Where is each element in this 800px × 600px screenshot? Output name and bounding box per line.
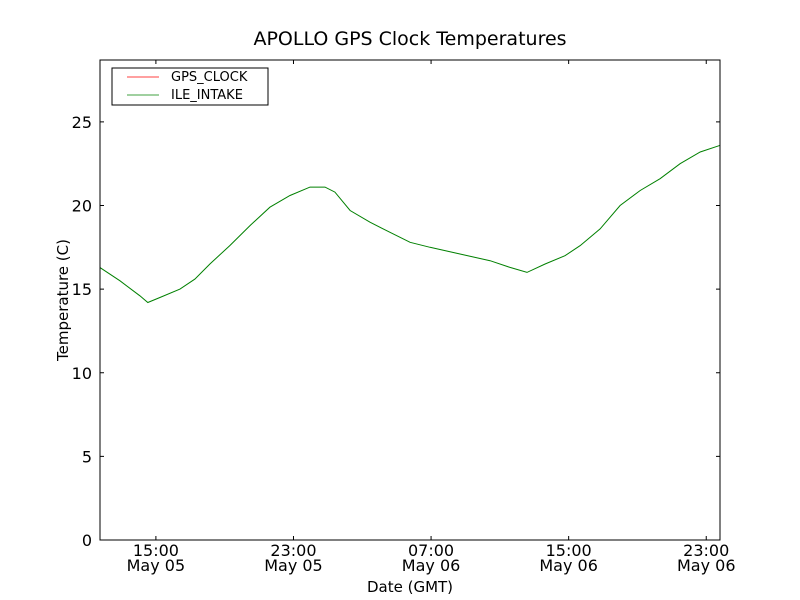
x-axis-label: Date (GMT) xyxy=(367,578,453,596)
y-tick-label: 20 xyxy=(72,197,92,216)
y-tick-label: 10 xyxy=(72,364,92,383)
x-tick-label-date: May 05 xyxy=(127,556,186,575)
y-tick-label: 25 xyxy=(72,113,92,132)
legend-box xyxy=(111,67,269,106)
legend-label-ile-intake: ILE_INTAKE xyxy=(171,88,243,103)
x-tick-label-time: 23:00 xyxy=(683,541,729,560)
y-axis-label: Temperature (C) xyxy=(54,239,72,362)
x-tick-label-time: 07:00 xyxy=(408,541,454,560)
x-tick-label-date: May 05 xyxy=(264,556,323,575)
y-tick-label: 5 xyxy=(82,447,92,466)
x-tick-label-date: May 06 xyxy=(677,556,736,575)
y-tick-label: 15 xyxy=(72,280,92,299)
y-tick-label: 0 xyxy=(82,531,92,550)
chart-title: APOLLO GPS Clock Temperatures xyxy=(253,28,566,50)
x-tick-label-time: 23:00 xyxy=(270,541,316,560)
legend-label-gps-clock: GPS_CLOCK xyxy=(171,70,248,85)
x-tick-label-date: May 06 xyxy=(539,556,598,575)
legend: GPS_CLOCK ILE_INTAKE xyxy=(111,67,269,106)
series-layer xyxy=(99,144,721,304)
y-axis: 0 5 10 15 20 25 xyxy=(72,113,720,550)
series-line-ile-intake xyxy=(99,144,721,304)
x-tick-label-time: 15:00 xyxy=(546,541,592,560)
plot-area-frame xyxy=(99,59,721,541)
x-tick-label-date: May 06 xyxy=(402,556,461,575)
x-tick-label-time: 15:00 xyxy=(133,541,179,560)
